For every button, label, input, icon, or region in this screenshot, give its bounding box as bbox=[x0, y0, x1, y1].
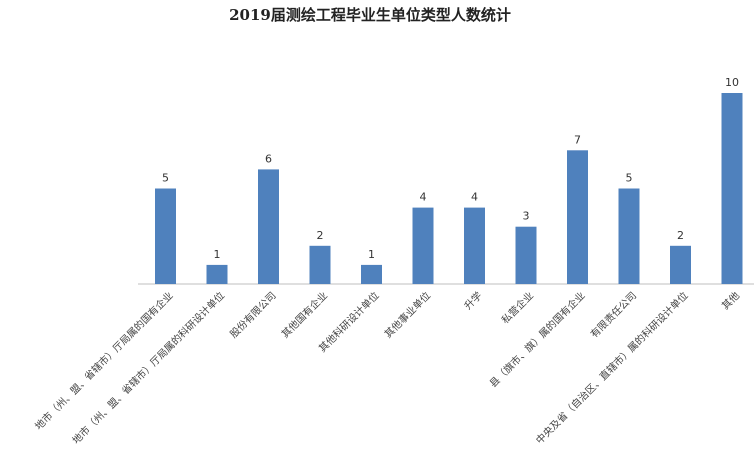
data-label-5: 4 bbox=[420, 191, 427, 204]
tick-labels-group: 地市（州、盟、省辖市）厅局属的国有企业地市（州、盟、省辖市）厅局属的科研设计单位… bbox=[32, 289, 742, 447]
x-tick-label-11: 其他 bbox=[719, 289, 742, 312]
bar-11 bbox=[721, 93, 743, 284]
bar-10 bbox=[670, 245, 691, 284]
data-label-11: 10 bbox=[725, 76, 739, 89]
bar-6 bbox=[464, 207, 485, 284]
data-label-7: 3 bbox=[523, 210, 530, 223]
data-label-2: 6 bbox=[265, 152, 272, 165]
data-label-1: 1 bbox=[214, 248, 221, 261]
x-tick-label-5: 其他事业单位 bbox=[382, 289, 434, 341]
chart-title: 2019届测绘工程毕业生单位类型人数统计 bbox=[229, 6, 511, 24]
bar-8 bbox=[567, 150, 588, 284]
bar-2 bbox=[258, 169, 279, 284]
x-tick-label-9: 有限责任公司 bbox=[588, 289, 640, 341]
x-tick-label-8: 县（旗市、旗）属的国有企业 bbox=[487, 289, 588, 390]
data-label-6: 4 bbox=[471, 191, 478, 204]
bar-5 bbox=[412, 207, 434, 284]
data-label-4: 1 bbox=[368, 248, 375, 261]
bar-0 bbox=[155, 188, 176, 284]
bars-group bbox=[155, 93, 743, 284]
data-label-10: 2 bbox=[677, 229, 684, 242]
data-label-0: 5 bbox=[162, 172, 169, 185]
x-tick-label-6: 升学 bbox=[461, 289, 484, 312]
bar-4 bbox=[361, 264, 382, 284]
bar-9 bbox=[618, 188, 640, 284]
x-tick-label-2: 股份有限公司 bbox=[227, 289, 279, 341]
data-label-3: 2 bbox=[317, 229, 324, 242]
data-label-9: 5 bbox=[626, 172, 633, 185]
x-tick-label-7: 私营企业 bbox=[499, 289, 536, 326]
x-tick-label-3: 其他国有企业 bbox=[279, 289, 331, 341]
data-label-8: 7 bbox=[574, 133, 581, 146]
bar-1 bbox=[206, 264, 228, 284]
data-labels-group: 5 1 6 2 1 4 4 3 7 5 2 10 bbox=[162, 76, 739, 261]
bar-7 bbox=[515, 226, 537, 284]
bar-3 bbox=[309, 245, 331, 284]
